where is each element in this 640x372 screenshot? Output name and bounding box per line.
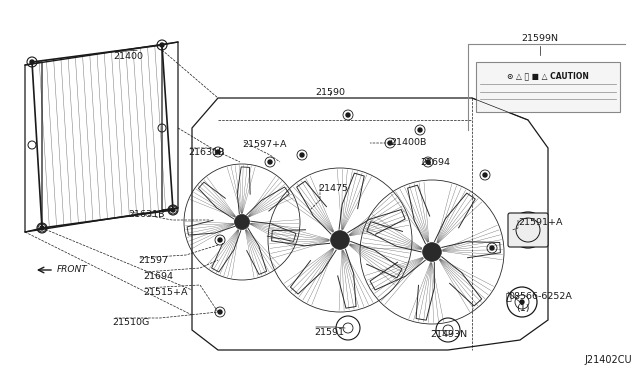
Circle shape xyxy=(30,60,34,64)
Text: 21400: 21400 xyxy=(113,52,143,61)
Circle shape xyxy=(40,226,44,230)
Text: 21631B: 21631B xyxy=(188,148,225,157)
Text: 21694: 21694 xyxy=(420,158,450,167)
Text: 21590: 21590 xyxy=(315,88,345,97)
Text: 21694: 21694 xyxy=(143,272,173,281)
Text: Ⓢ: Ⓢ xyxy=(505,291,511,301)
Circle shape xyxy=(234,215,250,230)
Circle shape xyxy=(331,231,349,249)
Text: 21400B: 21400B xyxy=(390,138,426,147)
Text: ⊙ △ Ｎ ■ △ CAUTION: ⊙ △ Ｎ ■ △ CAUTION xyxy=(507,71,589,80)
Text: 21515+A: 21515+A xyxy=(143,288,188,297)
Text: 21597: 21597 xyxy=(138,256,168,265)
Bar xyxy=(476,62,620,112)
Text: 21493N: 21493N xyxy=(430,330,467,339)
Circle shape xyxy=(525,227,531,233)
Circle shape xyxy=(216,150,220,154)
Circle shape xyxy=(268,160,272,164)
Circle shape xyxy=(300,153,304,157)
Text: (1): (1) xyxy=(516,304,529,313)
Circle shape xyxy=(160,43,164,47)
Circle shape xyxy=(218,310,222,314)
Circle shape xyxy=(422,243,442,262)
Text: J21402CU: J21402CU xyxy=(584,355,632,365)
Circle shape xyxy=(426,160,430,164)
Circle shape xyxy=(218,238,222,242)
Circle shape xyxy=(418,128,422,132)
Text: FRONT: FRONT xyxy=(57,266,88,275)
Text: 21591+A: 21591+A xyxy=(518,218,563,227)
Text: 21591: 21591 xyxy=(314,328,344,337)
Circle shape xyxy=(490,246,494,250)
Circle shape xyxy=(520,300,524,304)
Text: 21631B: 21631B xyxy=(128,210,164,219)
Circle shape xyxy=(388,141,392,145)
Text: 21597+A: 21597+A xyxy=(242,140,287,149)
FancyBboxPatch shape xyxy=(508,213,548,247)
Text: 08566-6252A: 08566-6252A xyxy=(508,292,572,301)
Circle shape xyxy=(483,173,487,177)
Text: 21475: 21475 xyxy=(318,184,348,193)
Text: 21510G: 21510G xyxy=(112,318,149,327)
Text: 21599N: 21599N xyxy=(522,34,559,43)
Circle shape xyxy=(346,113,350,117)
Circle shape xyxy=(171,208,175,212)
